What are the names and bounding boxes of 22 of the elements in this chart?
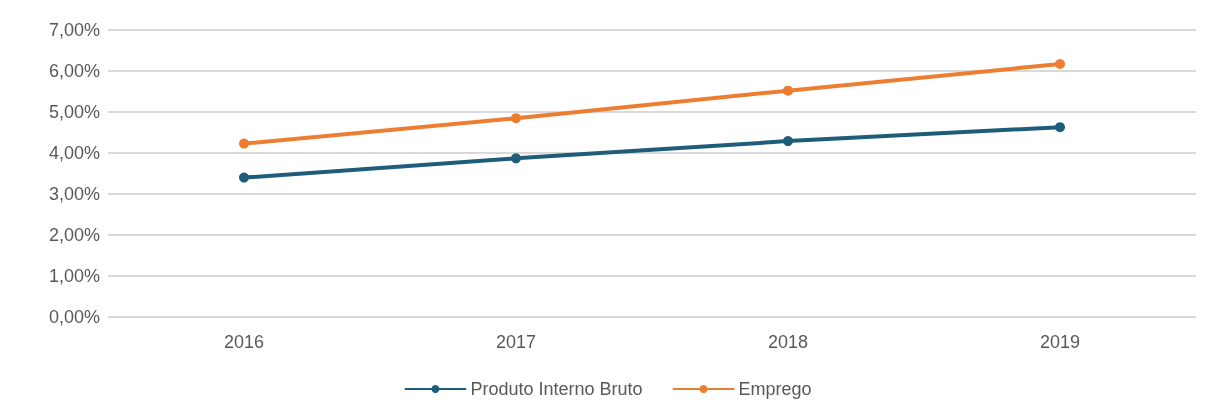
y-tick-label: 2,00% — [48, 225, 100, 245]
point — [783, 85, 793, 96]
point — [239, 138, 249, 149]
y-tick-label: 6,00% — [48, 61, 100, 81]
y-tick-label: 1,00% — [48, 266, 100, 286]
legend-label: Produto Interno Bruto — [470, 379, 643, 399]
y-tick-label: 7,00% — [48, 20, 100, 40]
point — [239, 172, 249, 183]
x-tick-label: 2018 — [767, 332, 809, 352]
y-tick-label: 5,00% — [48, 102, 100, 122]
y-tick-label: 3,00% — [48, 184, 100, 204]
point — [1055, 59, 1065, 70]
point — [511, 153, 521, 164]
point — [1055, 122, 1065, 133]
point — [783, 136, 793, 147]
point — [511, 113, 521, 124]
x-tick-label: 2017 — [495, 332, 537, 352]
legend-label: Emprego — [738, 379, 812, 399]
x-tick-label: 2019 — [1039, 332, 1081, 352]
y-tick-label: 4,00% — [48, 143, 100, 163]
x-tick-label: 2016 — [223, 332, 265, 352]
y-tick-label: 0,00% — [48, 307, 100, 327]
